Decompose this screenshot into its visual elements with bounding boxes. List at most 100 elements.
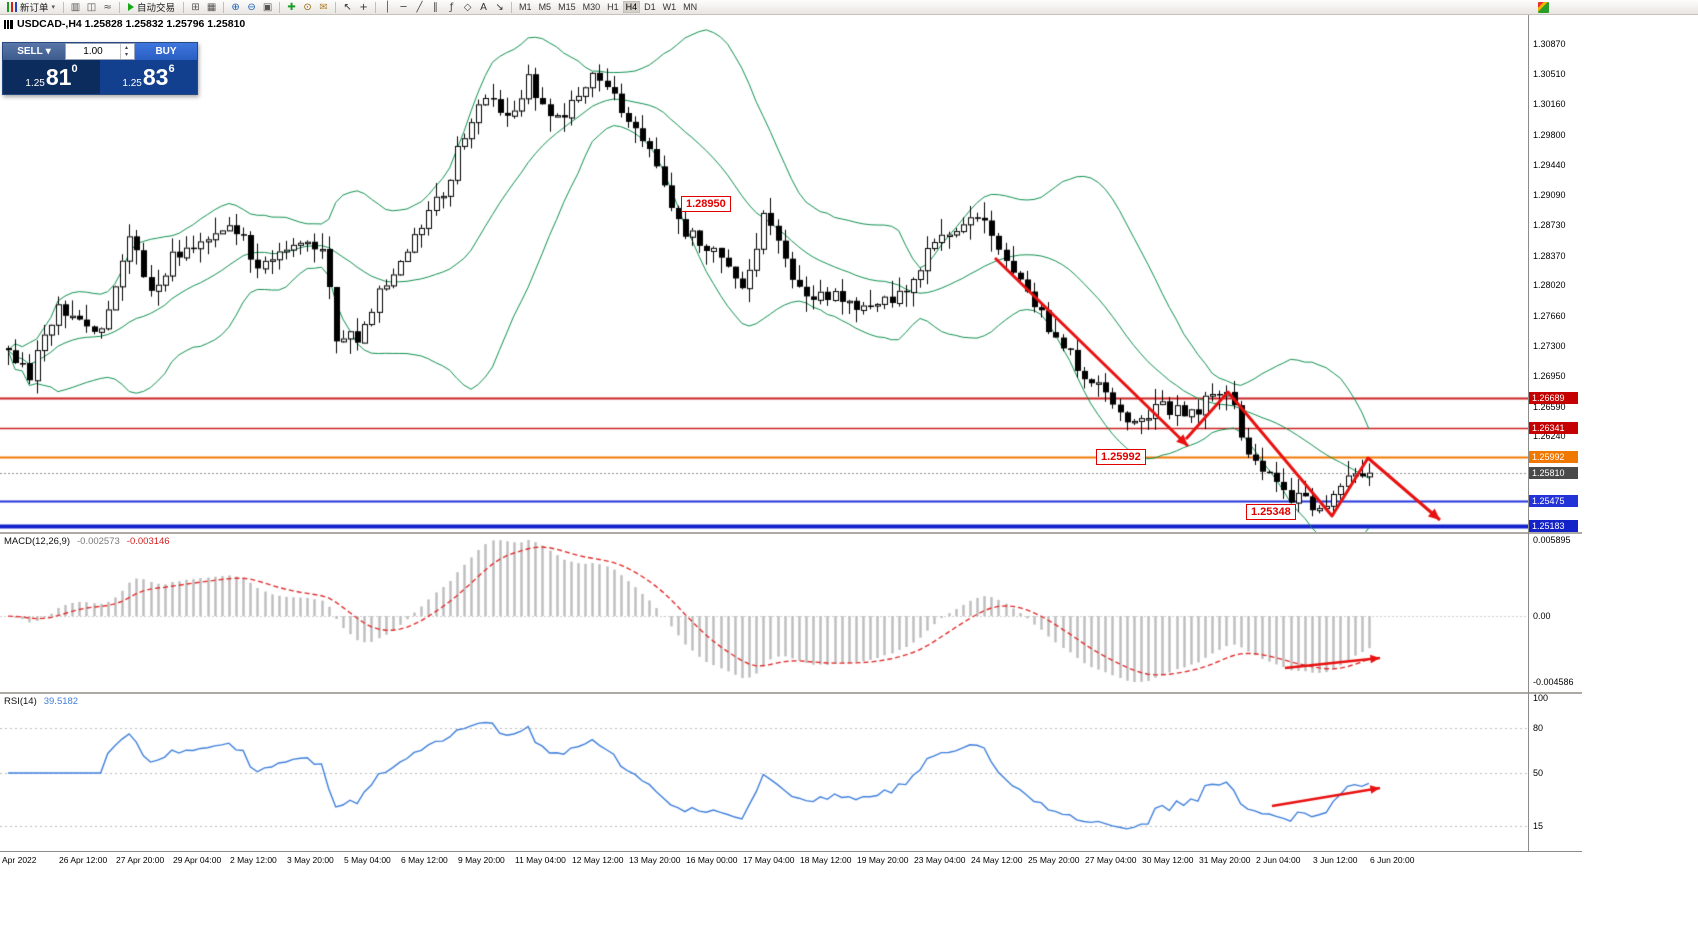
- price-chart-panel: [0, 15, 1528, 532]
- time-axis-label: 12 May 12:00: [572, 855, 624, 865]
- line-chart-icon[interactable]: ≈: [103, 1, 112, 13]
- price-axis-label: 1.27300: [1533, 341, 1566, 352]
- macd-label: MACD(12,26,9) -0.002573 -0.003146: [4, 536, 170, 547]
- timeframe-h1-button[interactable]: H1: [607, 2, 619, 12]
- price-tag: 1.25475: [1529, 495, 1578, 508]
- sell-caret-icon: ▾: [45, 46, 51, 57]
- fibonacci-icon[interactable]: ƒ: [449, 1, 454, 13]
- buy-button[interactable]: BUY: [135, 43, 197, 60]
- timeframe-m30-button[interactable]: M30: [582, 2, 601, 12]
- timeframe-m1-button[interactable]: M1: [519, 2, 532, 12]
- time-axis-label: 26 Apr 12:00: [59, 855, 108, 865]
- time-axis-label: 19 May 20:00: [857, 855, 909, 865]
- trade-prices-row: 1.25 81 0 1.25 83 6: [3, 60, 197, 94]
- price-axis-label: 1.26590: [1533, 401, 1566, 412]
- zoom-in-icon[interactable]: ⊕: [231, 1, 240, 13]
- time-axis-label: 18 May 12:00: [800, 855, 852, 865]
- sell-button-label: SELL: [17, 46, 43, 57]
- bar-chart-icon[interactable]: ▥: [70, 1, 81, 13]
- timeframe-mn-button[interactable]: MN: [683, 2, 698, 12]
- new-chart-icon[interactable]: ⊞: [191, 1, 200, 13]
- horizontal-line-icon[interactable]: ─: [400, 1, 407, 13]
- rsi-axis-label: 100: [1533, 693, 1549, 703]
- toolbar-separator: [119, 1, 121, 13]
- timeframe-w1-button[interactable]: W1: [662, 2, 677, 12]
- price-axis-label: 1.28020: [1533, 280, 1566, 291]
- channel-icon[interactable]: ∥: [433, 1, 439, 13]
- crosshair-icon[interactable]: +: [359, 1, 368, 13]
- sell-button[interactable]: SELL ▾: [3, 43, 65, 60]
- time-axis-label: 2 May 12:00: [230, 855, 277, 865]
- panel-separator[interactable]: [0, 532, 1582, 534]
- price-callout[interactable]: 1.25348: [1246, 504, 1296, 520]
- price-axis-label: 1.29090: [1533, 189, 1566, 200]
- macd-axis[interactable]: 0.005895 0.00 -0.004586: [1528, 534, 1598, 692]
- price-axis-label: 1.29440: [1533, 160, 1566, 170]
- ask-price-prefix: 1.25: [122, 78, 142, 89]
- cursor-icon[interactable]: ↖: [343, 1, 352, 13]
- toolbar-separator: [63, 1, 65, 13]
- volume-spinner[interactable]: ▴ ▾: [120, 44, 132, 59]
- price-axis-label: 1.27660: [1533, 310, 1566, 321]
- time-axis-label: 9 May 20:00: [458, 855, 505, 865]
- time-axis-label: 3 May 20:00: [287, 855, 334, 865]
- timeframe-m15-button[interactable]: M15: [558, 2, 576, 12]
- caret-down-icon: ▾: [51, 4, 56, 11]
- timeframe-d1-button[interactable]: D1: [644, 2, 656, 12]
- timeframe-h4-button[interactable]: H4: [622, 1, 641, 13]
- trendline-icon[interactable]: ╱: [416, 1, 423, 13]
- time-axis-label: 6 Jun 20:00: [1370, 855, 1415, 865]
- timeframe-m5-button[interactable]: M5: [538, 2, 552, 12]
- rsi-label: RSI(14) 39.5182: [4, 696, 78, 707]
- time-axis[interactable]: Apr 2022 26 Apr 12:00 27 Apr 20:00 29 Apr 0…: [0, 852, 1582, 868]
- time-axis-label: 29 Apr 04:00: [173, 855, 222, 865]
- macd-axis-label: 0.005895: [1533, 535, 1571, 545]
- ask-price[interactable]: 1.25 83 6: [100, 60, 197, 94]
- price-callout[interactable]: 1.25992: [1096, 449, 1146, 465]
- period-sets-icon[interactable]: ⊙: [303, 1, 312, 13]
- time-axis-label: 31 May 20:00: [1199, 855, 1251, 865]
- bid-price-prefix: 1.25: [25, 78, 45, 89]
- volume-field: ▴▾: [65, 43, 135, 60]
- macd-signal-value: -0.003146: [126, 536, 170, 547]
- bid-price-pipette: 0: [71, 63, 78, 75]
- rsi-axis[interactable]: 100 80 50 15: [1528, 693, 1598, 851]
- bid-price-big: 81: [45, 64, 72, 90]
- tile-windows-icon[interactable]: ▣: [262, 1, 273, 13]
- autotrading-button[interactable]: 自动交易: [124, 1, 179, 14]
- time-axis-separator: [0, 851, 1582, 852]
- new-order-button-label: 新订单: [20, 3, 49, 14]
- add-indicator-icon[interactable]: ✚: [287, 1, 296, 13]
- candlestick-chart-icon[interactable]: ◫: [86, 1, 97, 13]
- time-axis-label: 25 May 20:00: [1028, 855, 1080, 865]
- rsi-canvas[interactable]: [0, 694, 1528, 851]
- new-order-button[interactable]: 新订单 ▾: [3, 1, 59, 14]
- price-chart-canvas[interactable]: [0, 15, 1528, 532]
- candlestick-icon: [7, 2, 17, 12]
- macd-canvas[interactable]: [0, 534, 1528, 692]
- app-logo-icon[interactable]: [1538, 2, 1549, 13]
- buy-button-label: BUY: [155, 46, 177, 57]
- arrows-icon[interactable]: ↘: [495, 1, 504, 13]
- axis-separator: [1528, 15, 1529, 851]
- panel-separator[interactable]: [0, 692, 1582, 694]
- text-icon[interactable]: A: [480, 1, 487, 13]
- price-callout[interactable]: 1.28950: [681, 196, 731, 212]
- rsi-axis-label: 15: [1533, 820, 1544, 831]
- time-axis-label: 27 Apr 20:00: [116, 855, 165, 865]
- mail-icon[interactable]: ✉: [319, 1, 328, 13]
- macd-axis-label: 0.00: [1533, 611, 1551, 622]
- ask-price-pipette: 6: [168, 63, 175, 75]
- volume-input[interactable]: [66, 44, 120, 59]
- vertical-line-icon[interactable]: │: [384, 1, 391, 13]
- price-axis-label: 1.26240: [1533, 431, 1566, 442]
- price-axis-label: 1.30510: [1533, 69, 1566, 80]
- spin-up-icon[interactable]: ▴: [124, 44, 128, 51]
- zoom-out-icon[interactable]: ⊖: [247, 1, 256, 13]
- spin-down-icon[interactable]: ▾: [124, 51, 128, 58]
- shapes-icon[interactable]: ◇: [463, 1, 472, 13]
- bid-price[interactable]: 1.25 81 0: [3, 60, 100, 94]
- time-axis-label: 23 May 04:00: [914, 855, 966, 865]
- price-axis[interactable]: 1.30870 1.30510 1.30160 1.29800 1.29440 1.290…: [1528, 15, 1598, 532]
- profiles-icon[interactable]: ▦: [206, 1, 217, 13]
